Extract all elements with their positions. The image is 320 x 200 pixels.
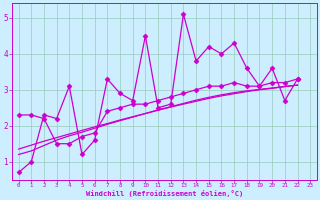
X-axis label: Windchill (Refroidissement éolien,°C): Windchill (Refroidissement éolien,°C) [86,190,243,197]
